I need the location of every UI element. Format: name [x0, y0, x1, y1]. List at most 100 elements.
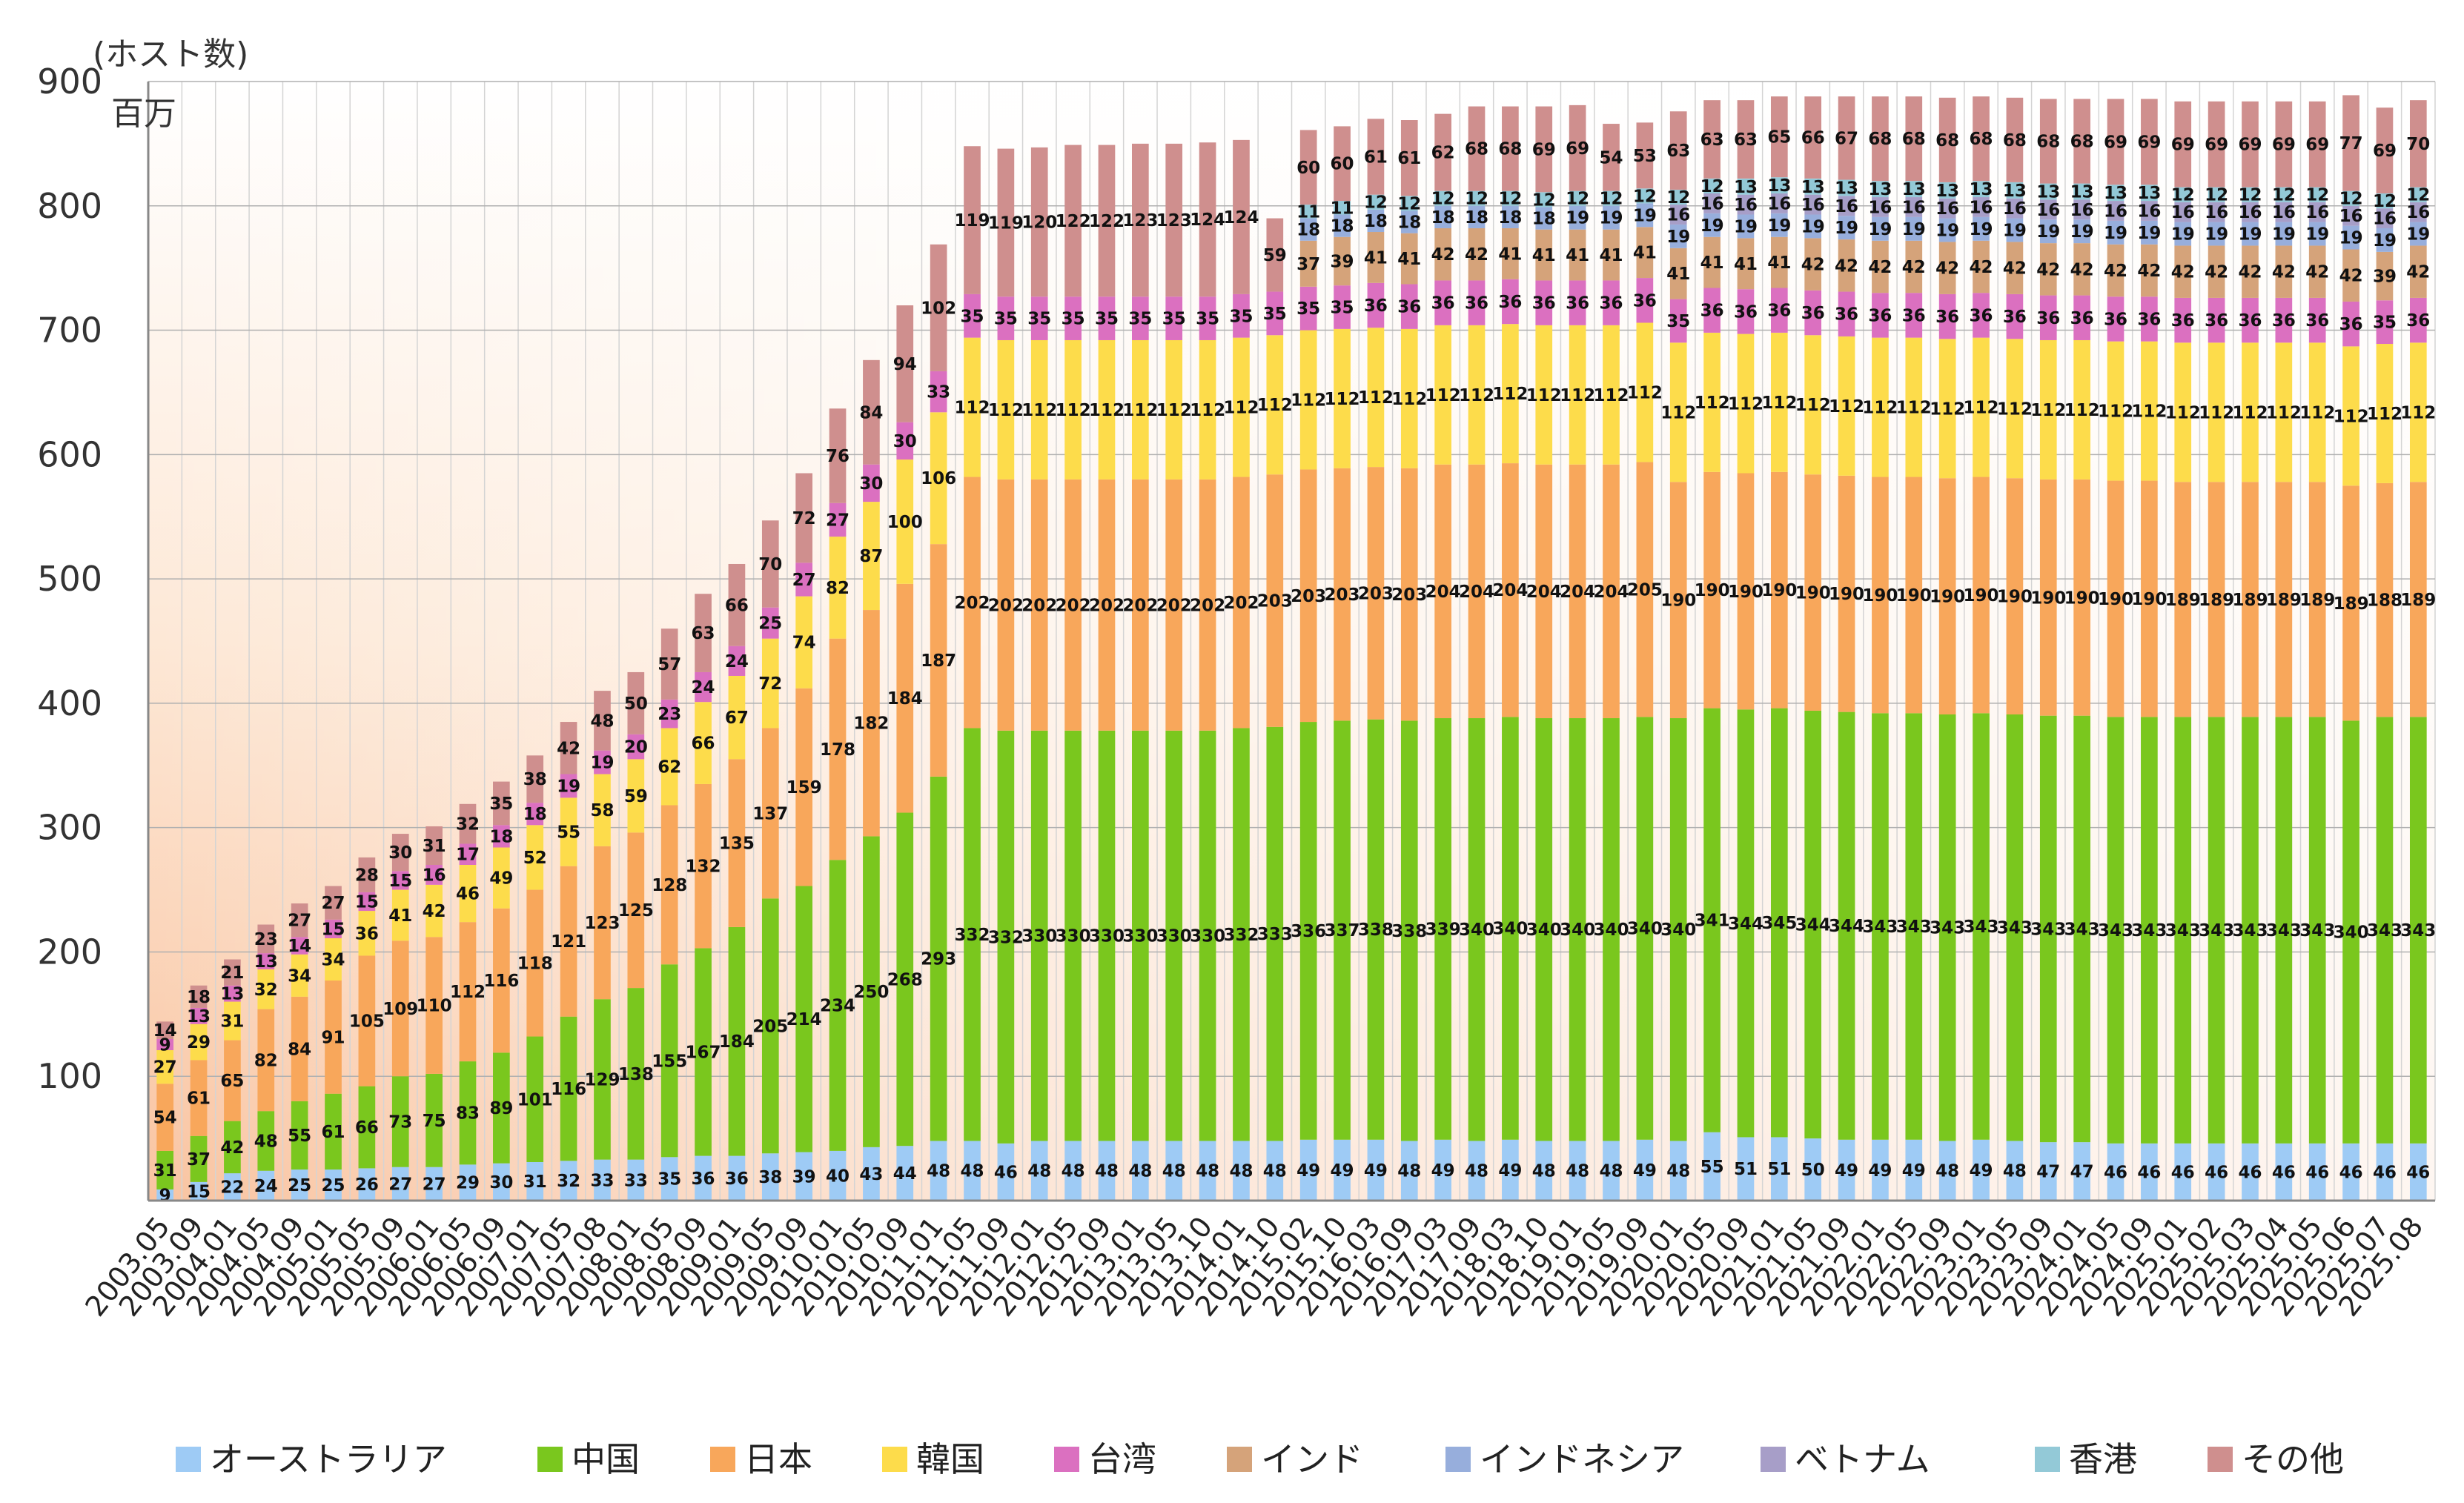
bar-segment — [1334, 285, 1351, 329]
bar-segment — [2308, 297, 2326, 343]
data-label: 30 — [893, 432, 917, 451]
data-label: 13 — [1902, 180, 1926, 199]
data-label: 68 — [1465, 140, 1488, 159]
data-label: 167 — [686, 1044, 721, 1063]
bar-segment — [1367, 328, 1385, 468]
bar-segment — [2275, 717, 2293, 1144]
data-label: 293 — [921, 950, 956, 969]
bar-segment — [1266, 291, 1284, 336]
data-label: 112 — [1862, 399, 1898, 418]
data-label: 112 — [2030, 401, 2066, 420]
data-label: 343 — [2266, 921, 2302, 940]
bar-segment — [1434, 464, 1451, 719]
data-label: 42 — [2036, 260, 2060, 279]
bar-segment — [1603, 205, 1620, 230]
bar-segment — [224, 1173, 241, 1201]
bar-segment — [1703, 236, 1721, 288]
data-label: 42 — [1835, 256, 1858, 276]
data-label: 13 — [1835, 179, 1858, 198]
bar-segment — [627, 1159, 645, 1201]
data-label: 39 — [1331, 252, 1354, 271]
data-label: 42 — [1902, 258, 1926, 277]
bar-segment — [2141, 244, 2158, 297]
data-label: 18 — [1465, 208, 1488, 228]
data-label: 112 — [1358, 388, 1394, 408]
bar-segment — [2107, 296, 2124, 342]
bar-segment — [2275, 245, 2293, 298]
data-label: 333 — [1257, 925, 1293, 944]
data-label: 112 — [2064, 401, 2100, 420]
bar-segment — [896, 422, 914, 460]
data-label: 58 — [590, 801, 614, 820]
bar-segment — [1636, 322, 1654, 462]
bar-segment — [156, 1084, 174, 1151]
bar-segment — [1468, 205, 1486, 228]
data-label: 42 — [2272, 263, 2296, 282]
data-label: 14 — [153, 1021, 177, 1041]
data-label: 38 — [758, 1168, 782, 1187]
data-label: 330 — [1156, 927, 1192, 946]
data-label: 36 — [2137, 310, 2161, 329]
data-label: 41 — [1498, 245, 1522, 264]
data-label: 48 — [1566, 1162, 1589, 1181]
data-label: 49 — [1902, 1161, 1926, 1181]
bar-segment — [896, 812, 914, 1147]
data-label: 343 — [2030, 920, 2066, 939]
bar-segment — [190, 1181, 208, 1201]
bar-segment — [2376, 228, 2394, 252]
bar-segment — [829, 537, 847, 639]
data-label: 19 — [1767, 216, 1791, 236]
data-label: 16 — [2137, 202, 2161, 221]
bar-segment — [1770, 332, 1788, 472]
data-label: 13 — [254, 952, 278, 972]
bar-segment — [896, 1146, 914, 1201]
data-label: 128 — [652, 876, 687, 895]
data-label: 19 — [557, 777, 580, 796]
bar-segment — [2242, 342, 2259, 482]
bar-segment — [1872, 197, 1889, 217]
data-label: 61 — [1397, 149, 1421, 168]
bar-segment — [459, 865, 477, 923]
data-label: 16 — [2036, 201, 2060, 220]
bar-segment — [2073, 715, 2090, 1143]
bar-segment — [1872, 240, 1889, 293]
bar-segment — [1973, 181, 1990, 198]
data-label: 13 — [2070, 182, 2094, 202]
bar-segment — [1535, 718, 1553, 1141]
data-label: 76 — [826, 447, 850, 466]
bar-segment — [627, 671, 645, 734]
legend-swatch — [1761, 1447, 1786, 1472]
data-label: 340 — [1459, 920, 1494, 940]
legend-label: 台湾 — [1088, 1439, 1156, 1479]
bar-segment — [2308, 222, 2326, 246]
legend-label: 韓国 — [916, 1439, 984, 1479]
legend-label: 中国 — [572, 1439, 640, 1479]
bar-segment — [1569, 190, 1586, 206]
bar-segment — [2039, 339, 2057, 480]
bar-segment — [1535, 229, 1553, 281]
data-label: 205 — [1627, 580, 1663, 600]
bar-segment — [1636, 203, 1654, 228]
data-label: 69 — [2104, 133, 2127, 152]
bar-segment — [2342, 346, 2359, 486]
data-label: 48 — [1532, 1162, 1556, 1181]
bar-segment — [1770, 1137, 1788, 1201]
bar-segment — [1199, 1141, 1216, 1201]
bar-segment — [1703, 178, 1721, 193]
data-label: 188 — [2367, 591, 2402, 611]
bar-segment — [358, 892, 376, 912]
data-label: 155 — [652, 1052, 687, 1071]
data-label: 54 — [1599, 148, 1623, 167]
data-label: 31 — [153, 1161, 177, 1181]
bar-segment — [1603, 1141, 1620, 1201]
data-label: 49 — [1868, 1161, 1892, 1181]
data-label: 69 — [1566, 139, 1589, 159]
bar-segment — [1468, 718, 1486, 1141]
data-label: 16 — [2305, 203, 2329, 222]
data-label: 159 — [786, 778, 822, 797]
data-label: 190 — [1695, 581, 1730, 600]
bar-segment — [325, 938, 342, 981]
bar-segment — [391, 871, 409, 890]
bar-segment — [2409, 717, 2427, 1144]
bar-segment — [1064, 145, 1082, 297]
